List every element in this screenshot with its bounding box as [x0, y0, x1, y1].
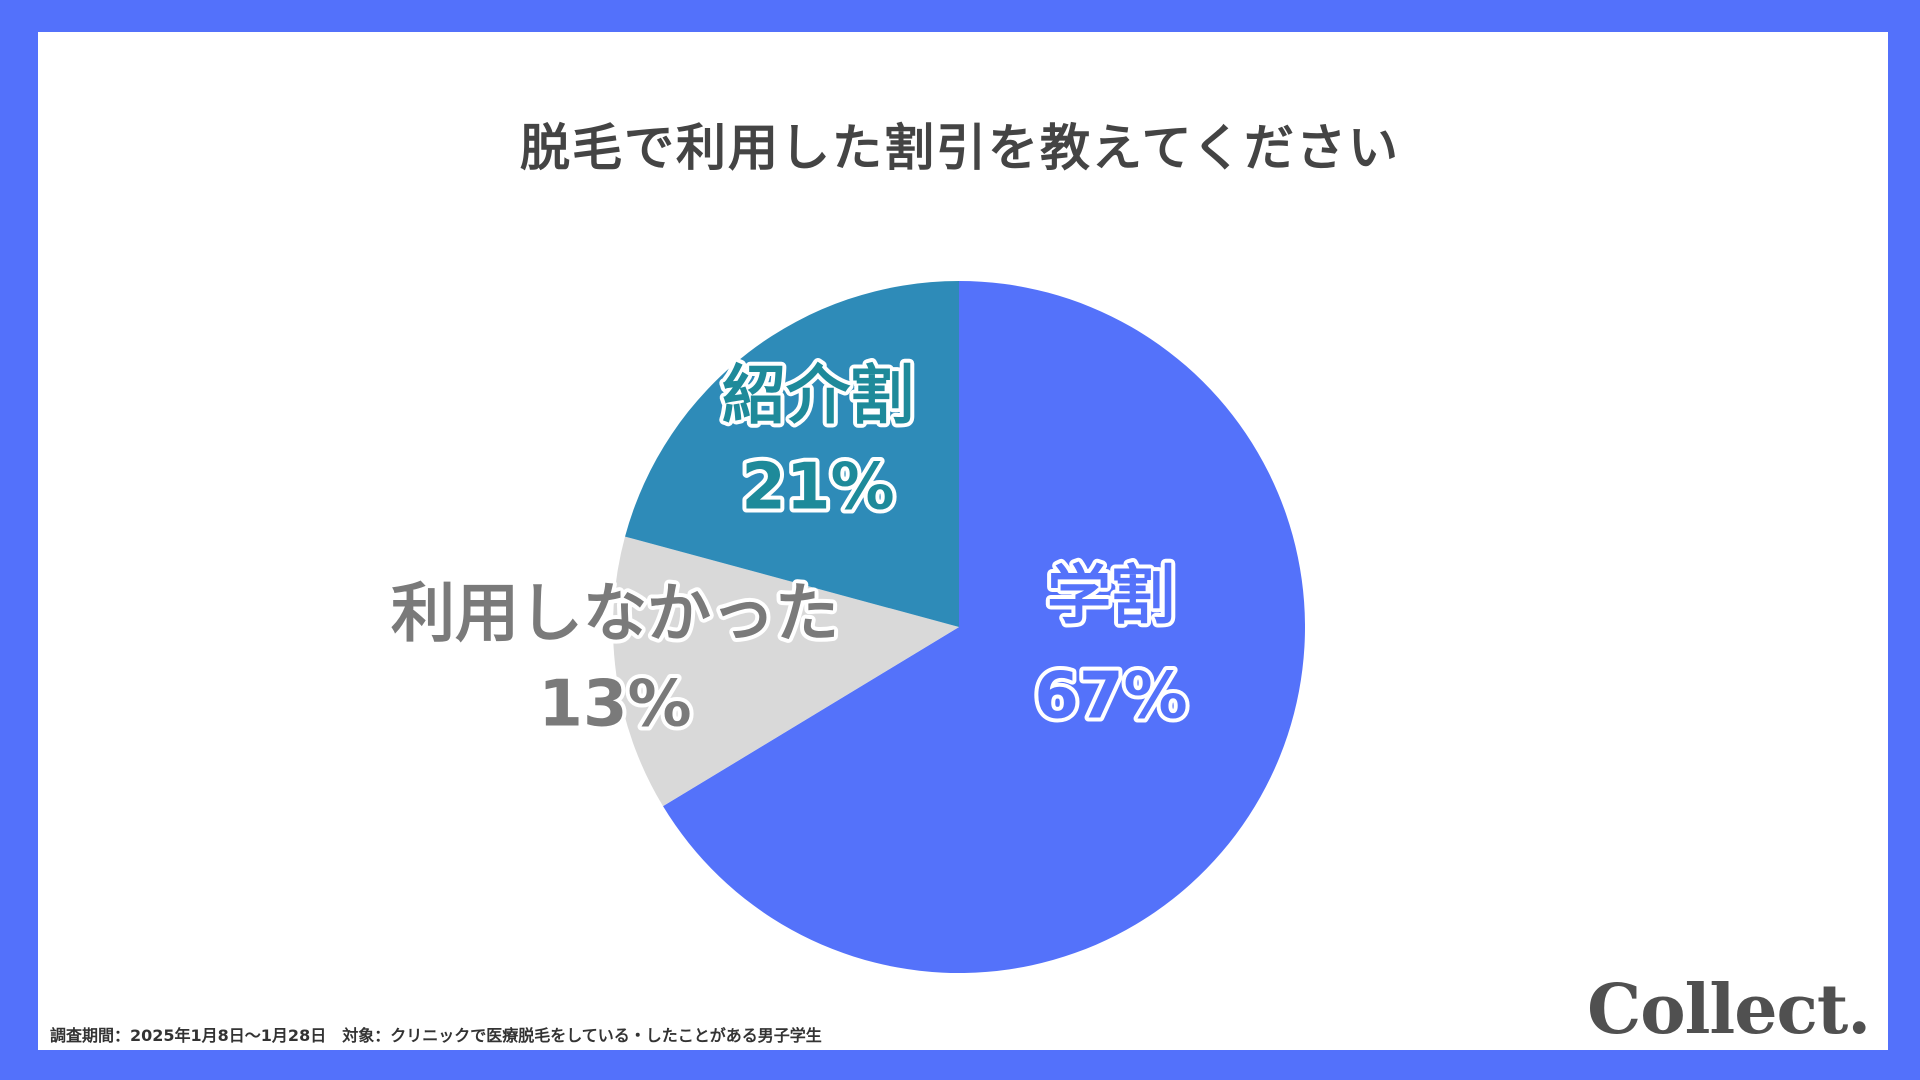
survey-footnote: 調査期間：2025年1月8日～1月28日 対象：クリニックで医療脱毛をしている・… [50, 1026, 822, 1045]
slice-label: 学割 [1047, 560, 1175, 634]
slice-value-label: 67% [1034, 660, 1187, 734]
slice-value-label: 21% [741, 451, 894, 525]
chart-title: 脱毛で利用した割引を教えてください [520, 119, 1400, 177]
collect-logo: Collect. [1587, 970, 1871, 1050]
pie-slice [625, 281, 959, 627]
pie-slice [613, 536, 959, 807]
slice-value-label: 13% [538, 668, 691, 742]
pie-slice [663, 281, 1305, 974]
slice-label: 紹介割 [722, 360, 914, 434]
slice-label: 利用しなかった [391, 578, 839, 652]
